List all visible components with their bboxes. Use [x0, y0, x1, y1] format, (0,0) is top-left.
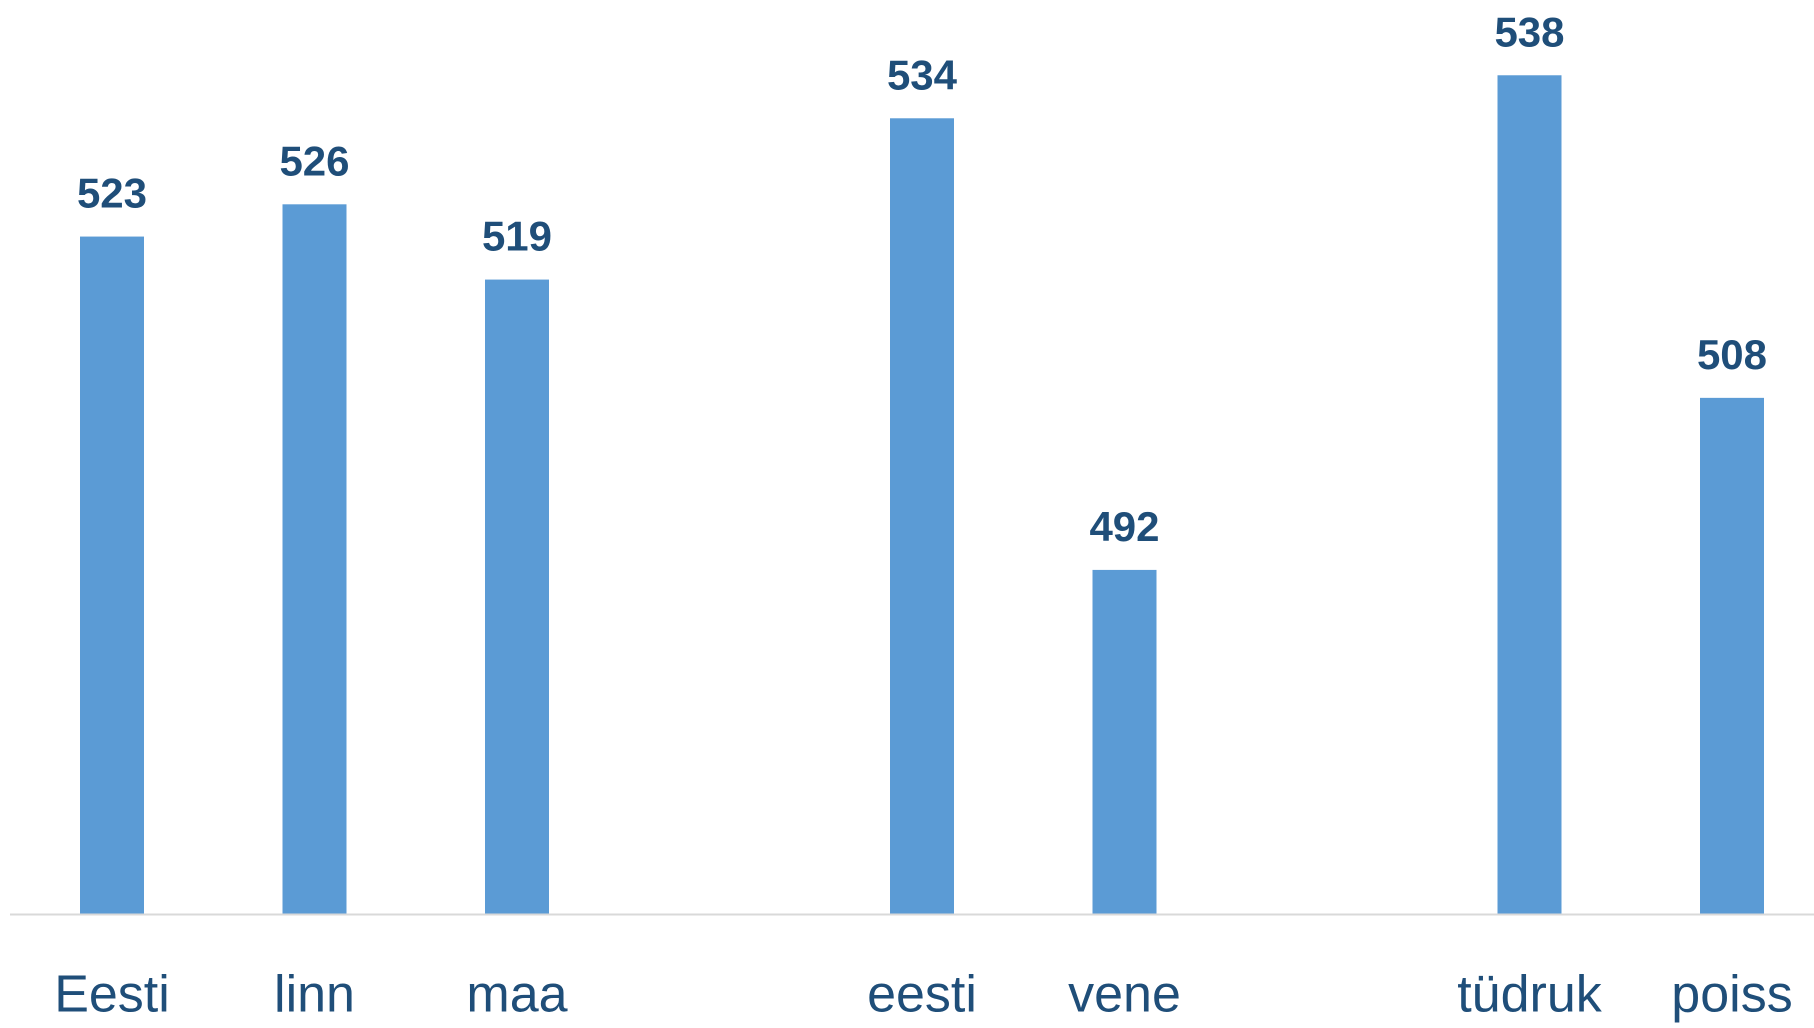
data-label: 523 [77, 170, 147, 217]
x-tick-label: vene [1068, 966, 1181, 1024]
x-tick-label: Eesti [54, 966, 170, 1024]
bar [1497, 75, 1562, 915]
bar [485, 279, 549, 914]
bar [80, 236, 144, 915]
bar [1700, 397, 1764, 914]
x-tick-label: tüdruk [1457, 966, 1603, 1024]
bar [282, 204, 347, 914]
data-label: 519 [482, 213, 552, 260]
x-tick-label: linn [274, 966, 355, 1024]
data-label: 508 [1697, 331, 1767, 378]
data-label: 534 [887, 51, 958, 98]
x-tick-label: poiss [1671, 966, 1792, 1024]
data-label: 538 [1494, 8, 1564, 55]
bar [890, 118, 954, 915]
x-tick-label: eesti [867, 966, 977, 1024]
data-label: 492 [1089, 503, 1159, 550]
data-label: 526 [279, 137, 349, 184]
x-tick-label: maa [466, 966, 567, 1024]
bar [1092, 569, 1157, 914]
